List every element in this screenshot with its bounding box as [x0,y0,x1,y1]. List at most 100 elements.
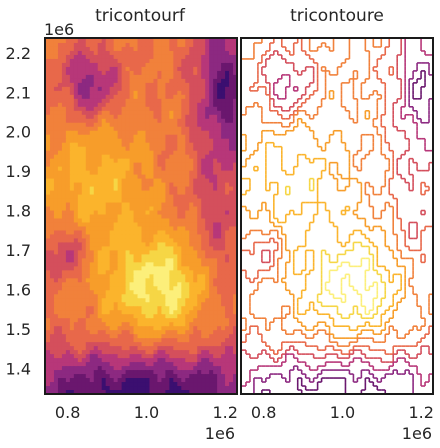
contour-fill-cell [221,94,226,100]
contour-fill-cell [177,186,182,192]
contour-fill-cell [165,50,170,56]
contour-fill-cell [141,358,147,363]
contour-fill-cell [225,82,230,88]
contour-fill-cell [57,386,63,391]
contour-fill-cell [53,382,59,387]
contour-fill-cell [177,286,182,291]
contour-fill-cell [93,62,99,68]
contour-fill-cell [129,338,135,343]
contour-fill-cell [189,214,194,220]
contour-fill-cell [173,150,178,156]
contour-fill-cell [49,74,55,80]
contour-fill-cell [189,98,194,104]
contour-fill-cell [145,318,151,323]
contour-fill-cell [197,270,202,275]
contour-fill-cell [225,234,230,240]
contour-fill-cell [233,94,237,100]
contour-fill-cell [201,314,206,319]
contour-fill-cell [233,366,237,371]
contour-fill-cell [153,130,159,136]
contour-fill-cell [109,310,115,315]
contour-fill-cell [225,354,230,359]
contour-fill-cell [53,298,59,303]
contour-fill-cell [225,126,230,132]
contour-fill-cell [69,210,75,216]
contour-fill-cell [189,234,194,240]
contour-fill-cell [129,378,135,383]
contour-fill-cell [77,302,83,307]
contour-fill-cell [209,354,214,359]
contour-fill-cell [97,270,103,275]
contour-fill-cell [161,298,166,303]
contour-fill-cell [113,174,119,180]
contour-fill-cell [157,258,162,263]
contour-fill-cell [57,242,63,248]
contour-fill-cell [117,350,123,355]
contour-fill-cell [53,106,59,112]
contour-fill-cell [49,234,55,240]
contour-fill-cell [121,214,127,220]
contour-fill-cell [53,50,59,56]
contour-fill-cell [57,230,63,236]
contour-fill-cell [109,278,115,283]
contour-fill-cell [141,314,147,319]
contour-fill-cell [105,42,111,48]
contour-fill-cell [77,158,83,164]
contour-fill-cell [85,186,91,192]
contour-fill-cell [69,114,75,120]
contour-fill-cell [141,162,147,168]
contour-fill-cell [233,146,237,152]
contour-fill-cell [77,342,83,347]
contour-fill-cell [125,366,131,371]
contour-fill-cell [213,150,218,156]
contour-fill-cell [125,194,131,200]
contour-fill-cell [141,70,147,76]
contour-fill-cell [77,66,83,72]
contour-fill-cell [46,42,51,48]
contour-fill-cell [201,62,206,68]
contour-fill-cell [201,226,206,232]
contour-fill-cell [129,318,135,323]
contour-fill-cell [157,194,162,200]
contour-fill-cell [181,390,186,394]
contour-fill-cell [77,174,83,180]
contour-fill-cell [149,106,155,112]
contour-fill-cell [173,242,178,248]
contour-fill-cell [137,238,143,244]
contour-fill-cell [85,174,91,180]
contour-fill-cell [145,134,151,140]
contour-fill-cell [49,146,55,152]
contour-fill-cell [57,278,63,283]
contour-fill-cell [169,302,174,307]
contour-fill-cell [157,174,162,180]
contour-fill-cell [209,62,214,68]
contour-fill-cell [213,342,218,347]
contour-fill-cell [89,150,95,156]
contour-fill-cell [221,238,226,244]
contour-fill-cell [105,46,111,52]
contour-fill-cell [157,338,162,343]
contour-fill-cell [53,130,59,136]
contour-fill-cell [201,358,206,363]
contour-fill-cell [165,198,170,204]
contour-fill-cell [193,66,198,72]
contour-fill-cell [213,126,218,132]
contour-fill-cell [93,98,99,104]
contour-fill-cell [81,178,87,184]
contour-fill-cell [105,382,111,387]
contour-fill-cell [161,90,166,96]
contour-fill-cell [93,74,99,80]
contour-fill-cell [65,266,71,271]
contour-fill-cell [69,302,75,307]
contour-fill-cell [53,314,59,319]
contour-fill-cell [117,338,123,343]
contour-fill-cell [229,226,234,232]
contour-fill-cell [177,182,182,188]
contour-fill-cell [117,314,123,319]
contour-fill-cell [125,286,131,291]
contour-fill-cell [73,370,79,375]
contour-fill-cell [229,170,234,176]
contour-fill-cell [173,110,178,116]
contour-fill-cell [65,270,71,275]
contour-fill-cell [145,126,151,132]
